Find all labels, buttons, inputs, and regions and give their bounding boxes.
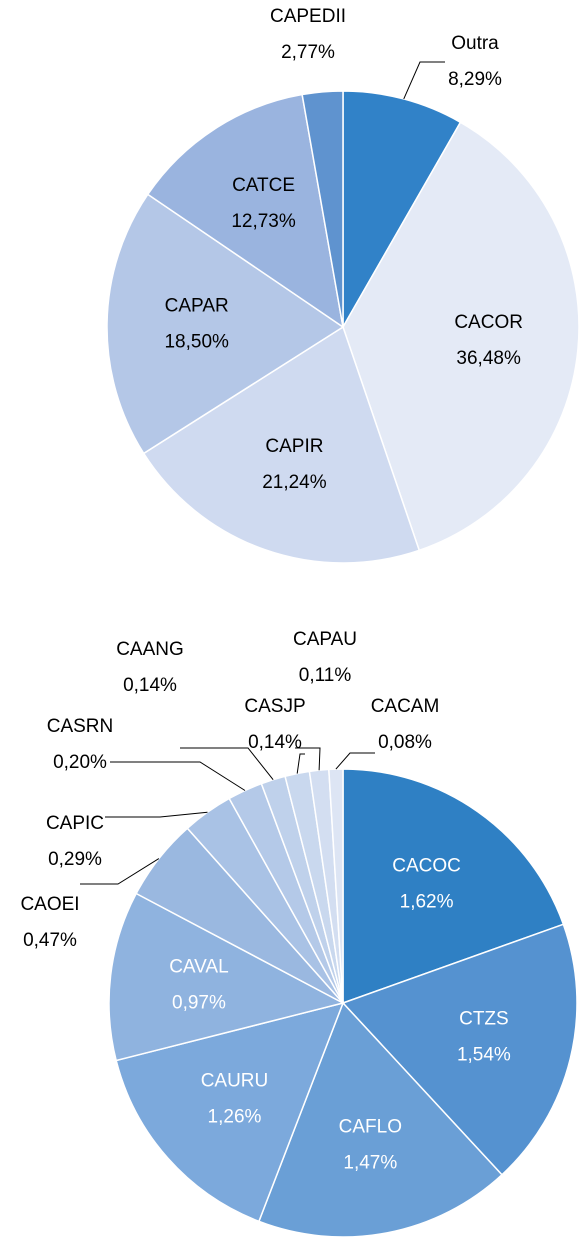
slice-value-label: 2,77% [281, 42, 335, 63]
slice-label: CAANG [116, 639, 184, 660]
slice-value-label: 0,08% [378, 732, 432, 753]
leader-line [110, 761, 246, 791]
slice-value-label: 0,47% [23, 930, 77, 951]
slice-value-label: 21,24% [262, 472, 327, 493]
slice-label: CAPEDII [270, 6, 346, 27]
slice-value-label: 1,47% [343, 1152, 397, 1173]
slice-value-label: 0,29% [48, 849, 102, 870]
slice-value-label: 0,20% [53, 752, 107, 773]
leader-line [403, 61, 445, 100]
pie-slice [115, 1001, 345, 1223]
slice-label: CASJP [244, 696, 305, 717]
pie-slice [106, 193, 345, 455]
slice-label: CAPIR [265, 436, 323, 457]
leader-line [295, 747, 321, 771]
slice-label: CAPAR [165, 296, 229, 317]
pie-slice [146, 93, 345, 329]
slice-label: CTZS [459, 1009, 509, 1030]
slice-value-label: 8,29% [448, 69, 502, 90]
slice-label: CAPAU [293, 629, 357, 650]
leader-line [180, 747, 274, 780]
pie-slice [142, 325, 421, 564]
slice-value-label: 36,48% [456, 348, 521, 369]
slice-label: CACOR [454, 312, 523, 333]
slice-label: CAPIC [46, 813, 104, 834]
leader-line [335, 752, 375, 770]
slice-label: Outra [451, 33, 499, 54]
slice-value-label: 1,62% [400, 891, 454, 912]
slice-value-label: 1,26% [208, 1106, 262, 1127]
pie-slice [301, 90, 344, 328]
slice-value-label: 0,97% [172, 993, 226, 1014]
slice-value-label: 0,14% [248, 732, 302, 753]
pie-slice [328, 768, 344, 1004]
pie-slice [108, 892, 346, 1062]
slice-value-label: 0,11% [299, 665, 352, 686]
slice-value-label: 0,14% [123, 675, 177, 696]
pie-slice [257, 1001, 503, 1238]
slice-label: CACAM [371, 696, 440, 717]
slice-label: CAVAL [169, 957, 229, 978]
leader-line [105, 811, 208, 818]
pie-slice [341, 923, 578, 1176]
slice-label: CASRN [47, 716, 114, 737]
slice-value-label: 12,73% [231, 211, 296, 232]
slice-label: CAOEI [20, 894, 79, 915]
slice-label: CATCE [232, 175, 295, 196]
pie-slice [342, 768, 565, 1005]
leader-line [80, 858, 160, 885]
pie-slice [342, 121, 580, 552]
slice-label: CAURU [201, 1070, 269, 1091]
slice-label: CACOC [392, 855, 461, 876]
slice-value-label: 1,54% [457, 1045, 511, 1066]
leader-line [296, 753, 305, 774]
slice-value-label: 18,50% [164, 332, 229, 353]
slice-label: CAFLO [339, 1116, 402, 1137]
